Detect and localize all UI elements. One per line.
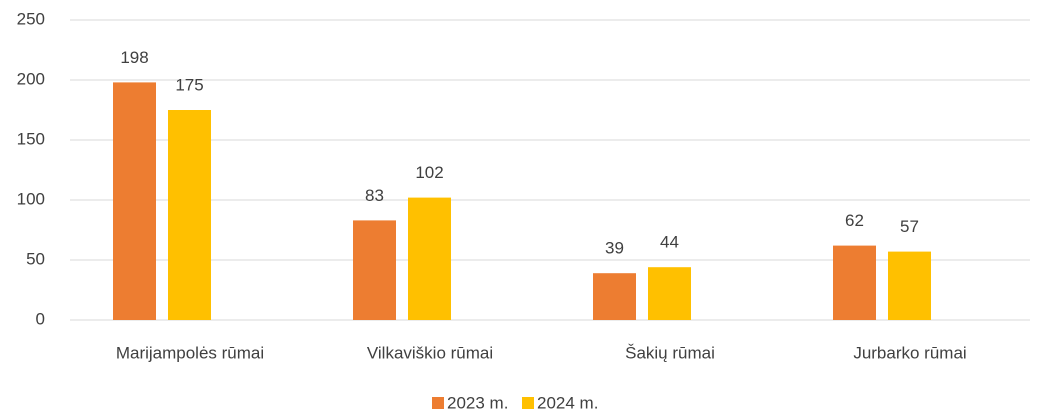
data-label: 175: [175, 75, 203, 94]
data-label: 39: [605, 239, 624, 258]
bar: [408, 197, 451, 320]
y-tick-label: 250: [17, 9, 45, 28]
legend-label: 2023 m.: [447, 393, 508, 412]
data-label: 83: [365, 186, 384, 205]
data-label: 44: [660, 233, 679, 252]
legend-swatch: [522, 397, 534, 409]
data-label: 57: [900, 217, 919, 236]
data-label: 102: [415, 163, 443, 182]
x-tick-label: Šakių rūmai: [625, 343, 715, 362]
y-tick-label: 100: [17, 189, 45, 208]
bar: [833, 245, 876, 320]
y-tick-label: 50: [26, 249, 45, 268]
y-tick-label: 150: [17, 129, 45, 148]
legend-swatch: [432, 397, 444, 409]
legend-label: 2024 m.: [537, 393, 598, 412]
x-tick-label: Vilkaviškio rūmai: [367, 343, 493, 362]
bar: [168, 110, 211, 320]
bar: [113, 82, 156, 321]
bar: [593, 273, 636, 320]
x-tick-label: Marijampolės rūmai: [116, 343, 264, 362]
bar: [888, 251, 931, 320]
bar: [648, 267, 691, 320]
y-tick-label: 0: [36, 309, 45, 328]
bar: [353, 220, 396, 320]
data-label: 62: [845, 211, 864, 230]
y-tick-label: 200: [17, 69, 45, 88]
x-tick-label: Jurbarko rūmai: [853, 343, 966, 362]
data-label: 198: [120, 48, 148, 67]
